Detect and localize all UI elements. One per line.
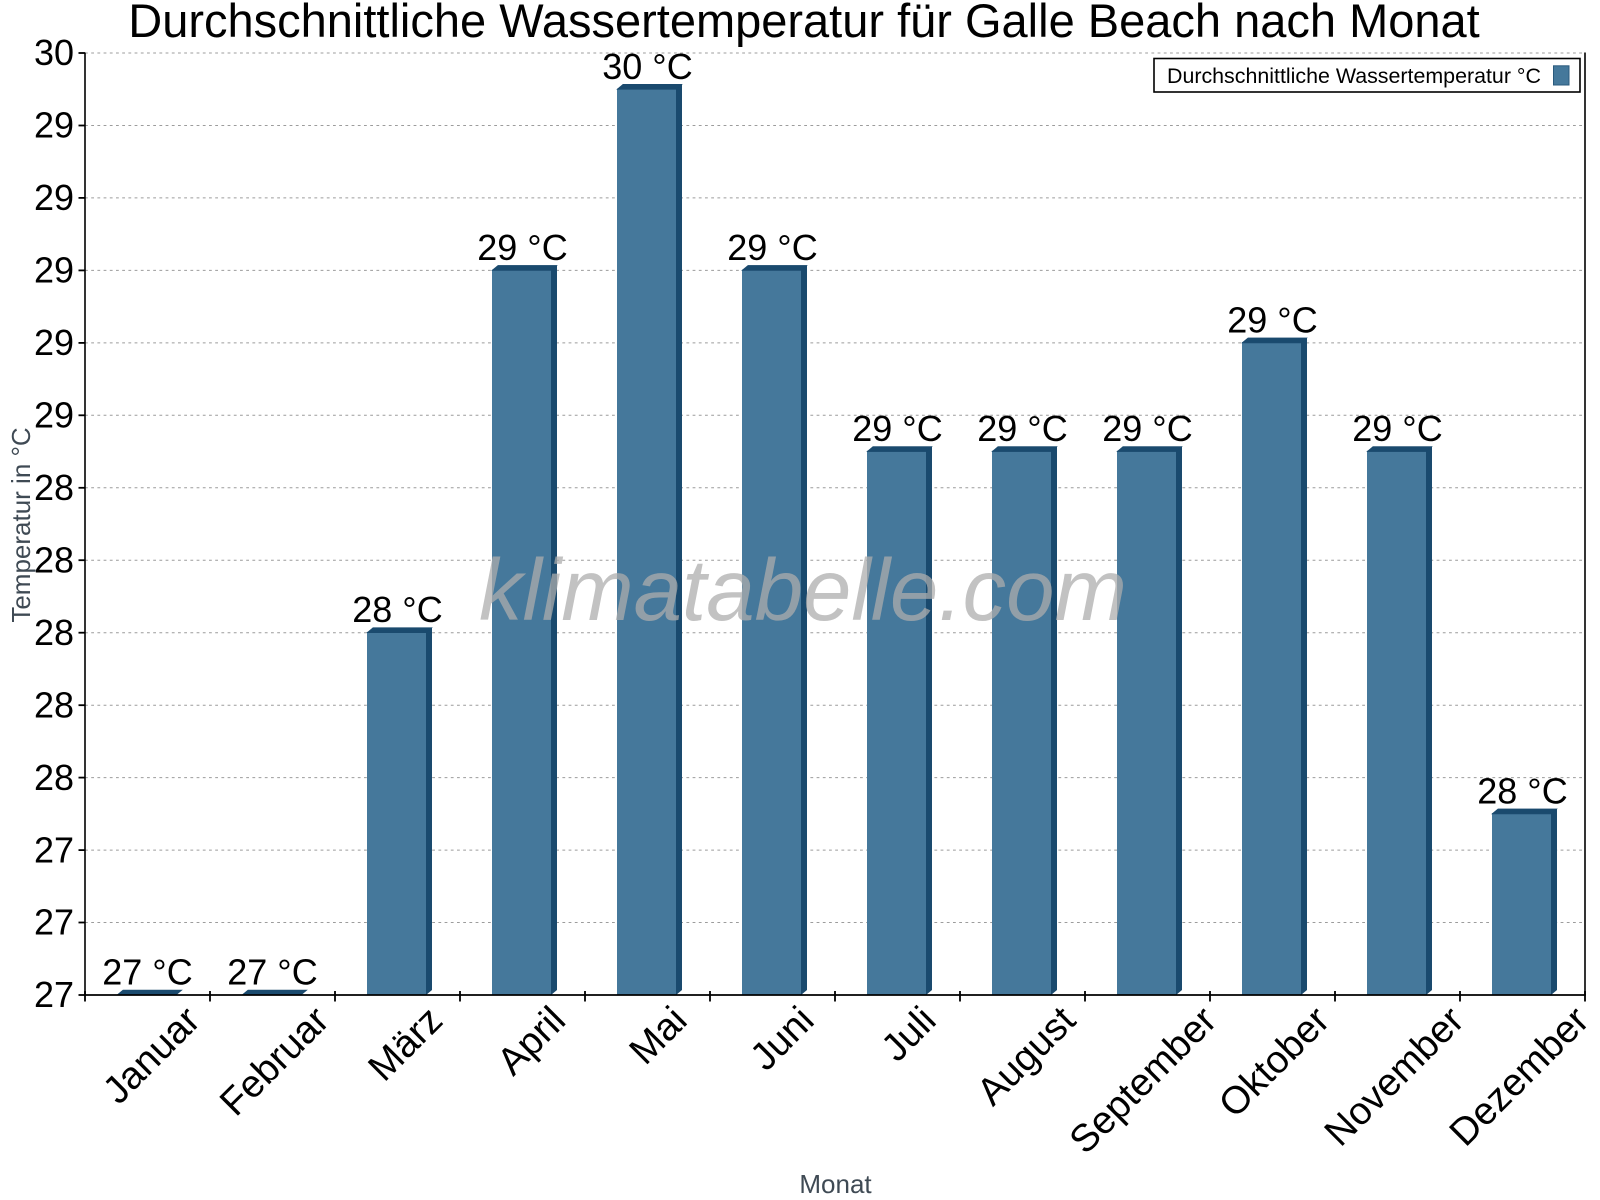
svg-text:29 °C: 29 °C [477, 227, 567, 268]
svg-text:27 °C: 27 °C [102, 952, 192, 993]
svg-text:27: 27 [34, 974, 74, 1015]
svg-text:29: 29 [34, 105, 74, 146]
svg-text:Durchschnittliche Wassertemper: Durchschnittliche Wassertemperatur °C [1167, 64, 1541, 88]
svg-text:klimatabelle.com: klimatabelle.com [479, 542, 1127, 639]
svg-text:Monat: Monat [799, 1169, 872, 1199]
svg-text:29: 29 [34, 322, 74, 363]
svg-text:28: 28 [34, 539, 74, 580]
svg-text:28: 28 [34, 467, 74, 508]
svg-text:30 °C: 30 °C [602, 46, 692, 87]
svg-text:29 °C: 29 °C [727, 227, 817, 268]
svg-text:Durchschnittliche Wassertemper: Durchschnittliche Wassertemperatur für G… [128, 0, 1479, 47]
svg-text:27: 27 [34, 902, 74, 943]
svg-text:Temperatur in °C: Temperatur in °C [6, 427, 36, 622]
svg-text:28 °C: 28 °C [352, 589, 442, 630]
svg-text:29 °C: 29 °C [852, 408, 942, 449]
svg-text:27: 27 [34, 829, 74, 870]
svg-text:29 °C: 29 °C [1102, 408, 1192, 449]
svg-text:28: 28 [34, 684, 74, 725]
svg-text:28: 28 [34, 612, 74, 653]
svg-text:29: 29 [34, 395, 74, 436]
svg-text:27 °C: 27 °C [227, 952, 317, 993]
svg-text:28 °C: 28 °C [1477, 770, 1567, 811]
svg-text:29 °C: 29 °C [1352, 408, 1442, 449]
svg-text:30: 30 [34, 32, 74, 73]
svg-text:28: 28 [34, 757, 74, 798]
svg-text:29 °C: 29 °C [1227, 299, 1317, 340]
svg-text:29: 29 [34, 250, 74, 291]
svg-text:29: 29 [34, 177, 74, 218]
svg-text:29 °C: 29 °C [977, 408, 1067, 449]
